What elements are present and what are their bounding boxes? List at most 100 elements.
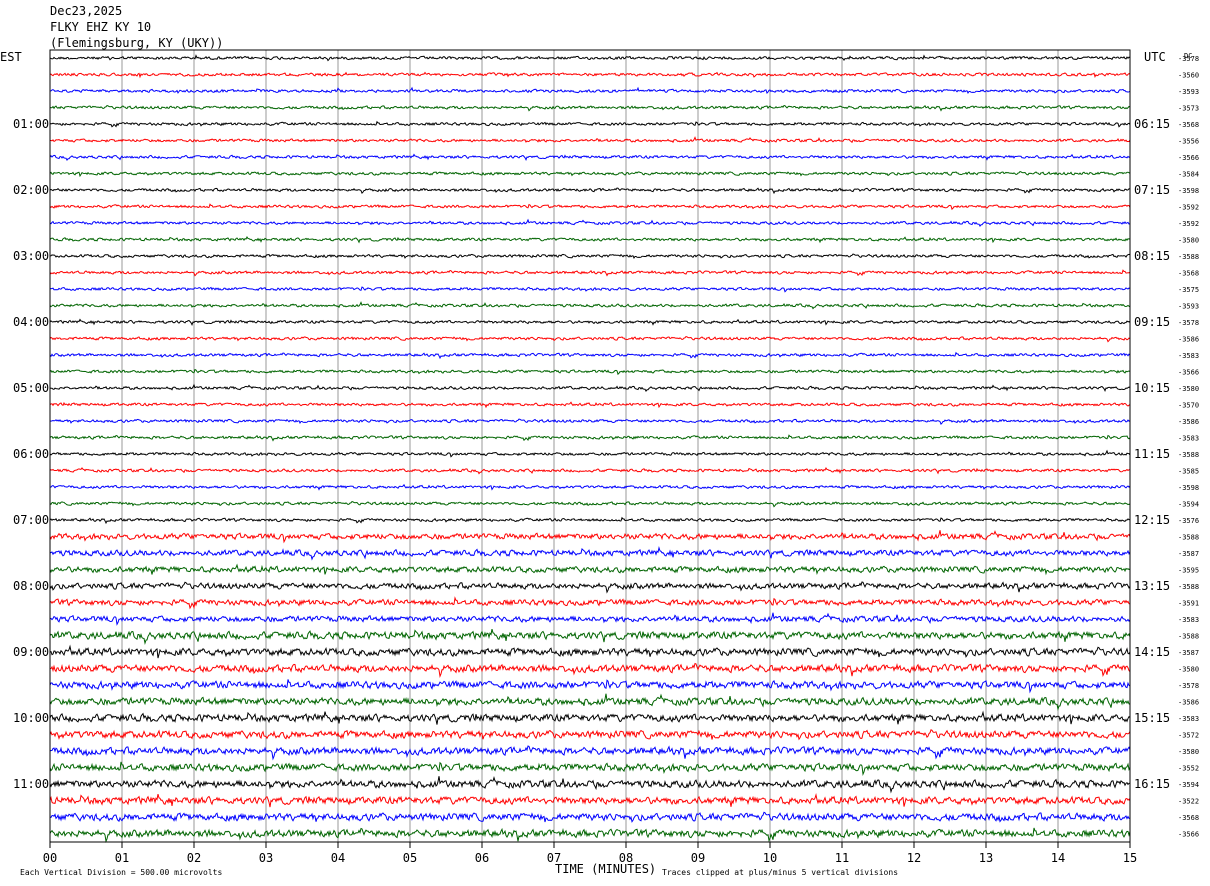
dc-offset-label: -3573 [1178,105,1199,113]
x-tick-label: 10 [763,851,777,865]
dc-offset-label: -3575 [1178,286,1199,294]
dc-offset-label: -3580 [1178,237,1199,245]
seismic-trace [49,596,1131,610]
left-time-label: 04:00 [13,315,49,329]
x-tick-label: 01 [115,851,129,865]
right-time-labels: 06:15 07:15 08:15 09:15 10:15 11:15 12:15 13:15… [1134,117,1170,791]
x-tick-label: 04 [331,851,345,865]
date-label: Dec23,2025 [50,4,123,18]
seismic-trace [49,120,1131,128]
dc-offset-label: -3570 [1178,402,1199,410]
dc-offset-label: -3587 [1178,550,1199,558]
left-time-label: 03:00 [13,249,49,263]
left-time-label: 02:00 [13,183,49,197]
seismic-trace [49,187,1131,195]
x-tick-label: 12 [907,851,921,865]
right-time-label: 10:15 [1134,381,1170,395]
dc-offset-label: -3588 [1178,253,1199,261]
seismic-trace [49,776,1131,794]
trace-group [49,54,1131,844]
seismic-trace [49,269,1131,277]
seismic-trace [49,401,1131,409]
dc-offset-label: -3587 [1178,649,1199,657]
seismic-trace [49,827,1131,844]
dc-offset-label: -3585 [1178,468,1199,476]
right-time-label: 07:15 [1134,183,1170,197]
seismic-trace [49,153,1131,162]
dc-offset-label: -3583 [1178,435,1199,443]
seismic-trace [49,745,1131,761]
x-tick-label: 07 [547,851,561,865]
seismic-trace [49,563,1131,576]
left-time-labels: 01:00 02:00 03:00 04:00 05:00 06:00 07:00 08:00… [13,117,49,791]
dc-offset-label: -3588 [1178,583,1199,591]
right-time-label: 14:15 [1134,645,1170,659]
left-timezone-label: EST [0,50,22,64]
left-time-label: 10:00 [13,711,49,725]
dc-offset-label: -3552 [1178,765,1199,773]
dc-offset-label: -3583 [1178,616,1199,624]
seismic-trace [49,693,1131,712]
left-time-label: 06:00 [13,447,49,461]
dc-offset-label: -3560 [1178,72,1199,80]
grid-lines [121,50,1059,842]
dc-offset-label: -3598 [1178,187,1199,195]
seismic-trace [49,644,1131,659]
right-time-label: 15:15 [1134,711,1170,725]
x-axis-label: TIME (MINUTES) [555,862,656,876]
seismic-trace [49,203,1131,211]
dc-offset-label: -3598 [1178,484,1199,492]
seismic-trace [49,466,1130,475]
right-time-label: 06:15 [1134,117,1170,131]
dc-offset-label: -3591 [1178,600,1199,608]
right-time-label: 12:15 [1134,513,1170,527]
plot-frame [49,49,1131,843]
right-timezone-label: UTC [1144,50,1166,64]
dc-offset-label: -3583 [1178,352,1199,360]
seismic-trace [49,104,1131,112]
dc-offset-label: -3572 [1178,732,1199,740]
left-time-label: 07:00 [13,513,49,527]
dc-offset-label: -3522 [1178,798,1199,806]
dc-offset-label: -3580 [1178,385,1199,393]
dc-offset-label: -3592 [1178,220,1199,228]
left-time-label: 08:00 [13,579,49,593]
dc-offset-label: -3586 [1178,699,1199,707]
location-label: (Flemingsburg, KY (UKY)) [50,36,224,50]
seismic-trace [49,581,1131,594]
left-time-label: 01:00 [13,117,49,131]
dc-offset-labels: -3578 -3560 -3593 -3573 -3568 -3556 -3566 -3584… [1178,55,1199,839]
seismic-trace [49,383,1131,393]
right-time-label: 11:15 [1134,447,1170,461]
dc-offset-label: -3578 [1178,319,1199,327]
seismic-trace [49,793,1131,808]
station-header: Dec23,2025 FLKY EHZ KY 10 (Flemingsburg,… [50,3,223,51]
dc-offset-label: -3595 [1178,567,1199,575]
dc-offset-label: -3576 [1178,517,1199,525]
right-time-label: 16:15 [1134,777,1170,791]
dc-offset-label: -3584 [1178,171,1199,179]
dc-offset-label: -3580 [1178,666,1199,674]
seismic-trace [49,546,1131,561]
seismic-trace [49,612,1131,626]
x-tick-label: 08 [619,851,633,865]
seismic-trace [49,253,1131,260]
dc-offset-label: -3592 [1178,204,1199,212]
seismic-trace [49,530,1131,544]
seismic-trace [49,86,1131,95]
x-axis-ticks: 00 01 02 03 04 05 06 07 08 09 10 11 12 13 14 15 [43,842,1137,865]
dc-offset-label: -3566 [1178,154,1199,162]
dc-offset-label: -3593 [1178,303,1199,311]
dc-offset-label: -3578 [1178,682,1199,690]
right-time-label: 13:15 [1134,579,1170,593]
x-tick-label: 03 [259,851,273,865]
dc-offset-label: -3568 [1178,814,1199,822]
x-tick-label: 00 [43,851,57,865]
seismic-trace [49,286,1131,293]
x-tick-label: 11 [835,851,849,865]
seismic-trace [49,235,1131,244]
seismic-trace [49,351,1131,360]
seismic-trace [49,729,1131,741]
dc-offset-label: -3593 [1178,88,1199,96]
seismic-trace [49,336,1131,343]
